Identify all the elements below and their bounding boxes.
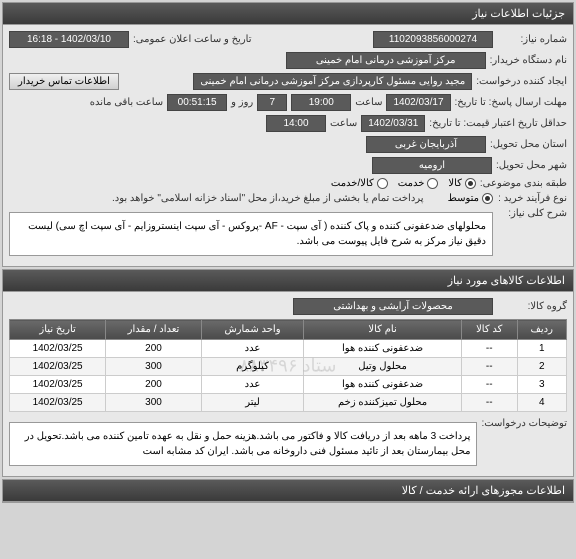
validity-time-label: ساعت xyxy=(330,118,357,129)
category-radio-group: کالا خدمت کالا/خدمت xyxy=(331,178,476,189)
city-value: ارومیه xyxy=(372,157,492,174)
table-cell: 200 xyxy=(106,376,202,394)
goods-info-body: گروه کالا: محصولات آرایشی و بهداشتی ردیف… xyxy=(3,292,573,476)
col-row: ردیف xyxy=(517,320,566,340)
contact-buyer-button[interactable]: اطلاعات تماس خریدار xyxy=(9,73,119,90)
permits-header: اطلاعات مجوزهای ارائه خدمت / کالا xyxy=(3,480,573,502)
table-cell: -- xyxy=(461,340,517,358)
announce-date-label: تاریخ و ساعت اعلان عمومی: xyxy=(133,34,252,45)
table-header-row: ردیف کد کالا نام کالا واحد شمارش تعداد /… xyxy=(10,320,567,340)
process-note: پرداخت تمام یا بخشی از مبلغ خرید،از محل … xyxy=(112,193,424,204)
table-cell: 1402/03/25 xyxy=(10,376,106,394)
buyer-value: مرکز آموزشی درمانی امام خمینی xyxy=(286,52,486,69)
group-value: محصولات آرایشی و بهداشتی xyxy=(293,298,493,315)
remaining-value: 00:51:15 xyxy=(167,94,227,111)
goods-tbody: 1--ضدعفونی کننده هواعدد2001402/03/252--م… xyxy=(10,340,567,412)
deadline-time-value: 19:00 xyxy=(291,94,351,111)
goods-table-wrapper: ردیف کد کالا نام کالا واحد شمارش تعداد /… xyxy=(9,319,567,412)
goods-table: ردیف کد کالا نام کالا واحد شمارش تعداد /… xyxy=(9,319,567,412)
table-cell: ضدعفونی کننده هوا xyxy=(304,340,462,358)
deadline-label: مهلت ارسال پاسخ: تا تاریخ: xyxy=(455,97,567,108)
table-cell: لیتر xyxy=(201,394,303,412)
desc-text: محلولهای ضدعفونی کننده و پاک کننده ( آی … xyxy=(9,212,493,256)
table-row: 4--محلول تمیزکننده زخملیتر3001402/03/25 xyxy=(10,394,567,412)
table-cell: 1 xyxy=(517,340,566,358)
radio-goods-icon xyxy=(465,178,476,189)
table-cell: -- xyxy=(461,376,517,394)
table-cell: ضدعفونی کننده هوا xyxy=(304,376,462,394)
radio-both-icon xyxy=(377,178,388,189)
table-cell: -- xyxy=(461,358,517,376)
radio-process-low-icon xyxy=(482,193,493,204)
province-value: آذربایجان غربی xyxy=(366,136,486,153)
col-unit: واحد شمارش xyxy=(201,320,303,340)
col-qty: تعداد / مقدار xyxy=(106,320,202,340)
radio-process-low-label: متوسط xyxy=(448,193,479,204)
table-cell: 1402/03/25 xyxy=(10,340,106,358)
need-number-label: شماره نیاز: xyxy=(497,34,567,45)
table-row: 1--ضدعفونی کننده هواعدد2001402/03/25 xyxy=(10,340,567,358)
table-cell: عدد xyxy=(201,376,303,394)
validity-label: حداقل تاریخ اعتبار قیمت: تا تاریخ: xyxy=(429,118,567,129)
notes-label: توضیحات درخواست: xyxy=(481,418,567,429)
table-cell: 1402/03/25 xyxy=(10,394,106,412)
group-label: گروه کالا: xyxy=(497,301,567,312)
table-cell: 2 xyxy=(517,358,566,376)
col-name: نام کالا xyxy=(304,320,462,340)
need-number-value: 1102093856000274 xyxy=(373,31,493,48)
buyer-label: نام دستگاه خریدار: xyxy=(490,55,567,66)
requester-label: ایجاد کننده درخواست: xyxy=(476,76,567,87)
need-details-body: شماره نیاز: 1102093856000274 تاریخ و ساع… xyxy=(3,25,573,266)
need-details-panel: جزئیات اطلاعات نیاز شماره نیاز: 11020938… xyxy=(2,2,574,267)
deadline-date-value: 1402/03/17 xyxy=(386,94,450,111)
table-cell: 200 xyxy=(106,340,202,358)
notes-text: پرداخت 3 ماهه بعد از دریافت کالا و فاکتو… xyxy=(9,422,477,466)
table-row: 2--محلول وتیلکیلوگرم3001402/03/25 xyxy=(10,358,567,376)
col-code: کد کالا xyxy=(461,320,517,340)
deadline-time-label: ساعت xyxy=(355,97,382,108)
table-row: 3--ضدعفونی کننده هواعدد2001402/03/25 xyxy=(10,376,567,394)
col-date: تاریخ نیاز xyxy=(10,320,106,340)
table-cell: محلول وتیل xyxy=(304,358,462,376)
process-label: نوع فرآیند خرید : xyxy=(497,193,567,204)
permits-panel: اطلاعات مجوزهای ارائه خدمت / کالا xyxy=(2,479,574,503)
remaining-label: ساعت باقی مانده xyxy=(90,97,163,108)
table-cell: عدد xyxy=(201,340,303,358)
validity-date-value: 1402/03/31 xyxy=(361,115,425,132)
radio-both-label: کالا/خدمت xyxy=(331,178,374,189)
table-cell: 300 xyxy=(106,394,202,412)
desc-label: شرح کلی نیاز: xyxy=(497,208,567,219)
validity-time-value: 14:00 xyxy=(266,115,326,132)
radio-both[interactable]: کالا/خدمت xyxy=(331,178,388,189)
table-cell: 4 xyxy=(517,394,566,412)
category-label: طبقه بندی موضوعی: xyxy=(480,178,567,189)
goods-info-panel: اطلاعات کالاهای مورد نیاز گروه کالا: محص… xyxy=(2,269,574,477)
radio-goods[interactable]: کالا xyxy=(448,178,476,189)
radio-service[interactable]: خدمت xyxy=(398,178,439,189)
table-cell: -- xyxy=(461,394,517,412)
radio-goods-label: کالا xyxy=(448,178,462,189)
table-cell: کیلوگرم xyxy=(201,358,303,376)
table-cell: محلول تمیزکننده زخم xyxy=(304,394,462,412)
radio-service-label: خدمت xyxy=(398,178,425,189)
requester-value: مجید روایی مسئول کارپردازی مرکز آموزشی د… xyxy=(193,73,472,90)
province-label: استان محل تحویل: xyxy=(490,139,567,150)
radio-process-low[interactable]: متوسط xyxy=(448,193,493,204)
goods-info-header: اطلاعات کالاهای مورد نیاز xyxy=(3,270,573,292)
days-label: روز و xyxy=(231,97,253,108)
process-radio-group: متوسط xyxy=(448,193,493,204)
need-details-header: جزئیات اطلاعات نیاز xyxy=(3,3,573,25)
radio-service-icon xyxy=(427,178,438,189)
table-cell: 300 xyxy=(106,358,202,376)
days-value: 7 xyxy=(257,94,287,111)
table-cell: 1402/03/25 xyxy=(10,358,106,376)
table-cell: 3 xyxy=(517,376,566,394)
city-label: شهر محل تحویل: xyxy=(496,160,567,171)
announce-date-value: 1402/03/10 - 16:18 xyxy=(9,31,129,48)
